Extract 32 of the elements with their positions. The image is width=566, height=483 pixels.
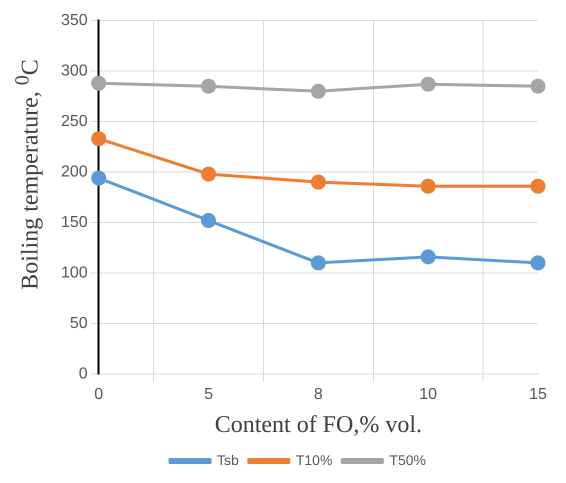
- y-tick-label: 200: [60, 163, 88, 180]
- legend-label: Tsb: [217, 452, 240, 468]
- point: [91, 76, 106, 91]
- x-tick-label: 15: [529, 386, 547, 404]
- point: [530, 78, 546, 94]
- y-tick-label: 0: [78, 365, 88, 382]
- y-tick-label: 300: [60, 62, 88, 80]
- x-tick-label: 5: [204, 386, 214, 404]
- point: [420, 249, 436, 264]
- point: [201, 78, 216, 94]
- y-tick-label: 100: [60, 264, 88, 282]
- point: [310, 255, 326, 270]
- x-axis-title: Content of FO,% vol.: [214, 412, 422, 438]
- point: [201, 213, 216, 228]
- legend-label: T50%: [389, 452, 426, 468]
- y-tick-label: 250: [60, 112, 88, 130]
- point: [91, 170, 106, 186]
- y-tick-label: 150: [60, 214, 88, 231]
- point: [310, 174, 326, 190]
- point: [420, 76, 436, 92]
- y-tick-label: 50: [70, 314, 88, 332]
- x-tick-label: 10: [419, 386, 438, 404]
- point: [420, 178, 436, 194]
- point: [91, 131, 106, 146]
- x-tick-label: 8: [314, 386, 323, 404]
- point: [201, 166, 216, 182]
- y-tick-label: 350: [60, 12, 88, 30]
- point: [530, 178, 546, 194]
- x-tick-label: 0: [94, 386, 104, 404]
- point: [310, 84, 326, 99]
- point: [530, 255, 546, 270]
- legend-label: T10%: [296, 452, 332, 468]
